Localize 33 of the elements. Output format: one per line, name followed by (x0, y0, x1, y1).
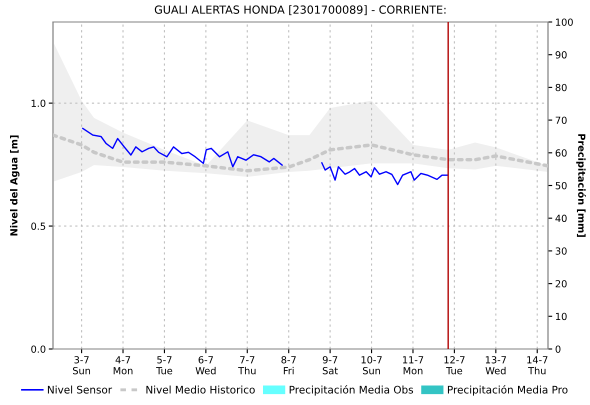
y2-tick-label: 100 (556, 18, 573, 26)
legend-label: Nivel Medio Historico (146, 386, 255, 394)
y2-tick-label: 0 (556, 345, 560, 353)
x-tick-label: 3-7 Sun (72, 356, 90, 374)
y-tick-label: 0.5 (31, 222, 46, 230)
x-tick-label: 14-7 Thu (527, 356, 548, 374)
y2-axis-title: Precipitación [mm] (576, 134, 586, 237)
x-tick-label: 6-7 Wed (196, 356, 216, 374)
legend-label: Nivel Sensor (48, 386, 112, 394)
y2-tick-label: 30 (556, 247, 567, 255)
y2-tick-label: 20 (556, 280, 567, 288)
x-tick-label: 9-7 Sat (322, 356, 338, 374)
x-tick-label: 11-7 Mon (403, 356, 424, 374)
y2-tick-label: 80 (556, 84, 567, 92)
x-tick-label: 7-7 Thu (238, 356, 256, 374)
y2-tick-label: 10 (556, 312, 567, 320)
x-tick-label: 4-7 Mon (114, 356, 132, 374)
legend-label: Precipitación Media Pro (448, 385, 568, 396)
x-tick-label: 10-7 Sun (362, 356, 382, 374)
y2-tick-label: 40 (555, 214, 567, 222)
y-tick-label: 0.0 (31, 345, 46, 353)
legend-label: Precipitación Media Obs (290, 385, 414, 396)
x-tick-label: 12-7 Tue (444, 356, 465, 374)
y2-tick-label: 50 (556, 182, 567, 190)
x-tick-label: 5-7 Tue (156, 356, 172, 374)
chart-title: GUALI ALERTAS HONDA [2301700089] - CORRIENTE: (154, 5, 446, 16)
y2-tick-label: 60 (556, 149, 567, 157)
x-tick-label: 13-7 Wed (486, 356, 506, 374)
y2-tick-label: 90 (556, 51, 567, 59)
x-tick-label: 8-7 Fri (281, 356, 296, 374)
y-tick-label: 1.0 (32, 100, 46, 107)
y-axis-title: Nivel del Agua [m] (10, 135, 20, 236)
y2-tick-label: 70 (556, 116, 567, 124)
